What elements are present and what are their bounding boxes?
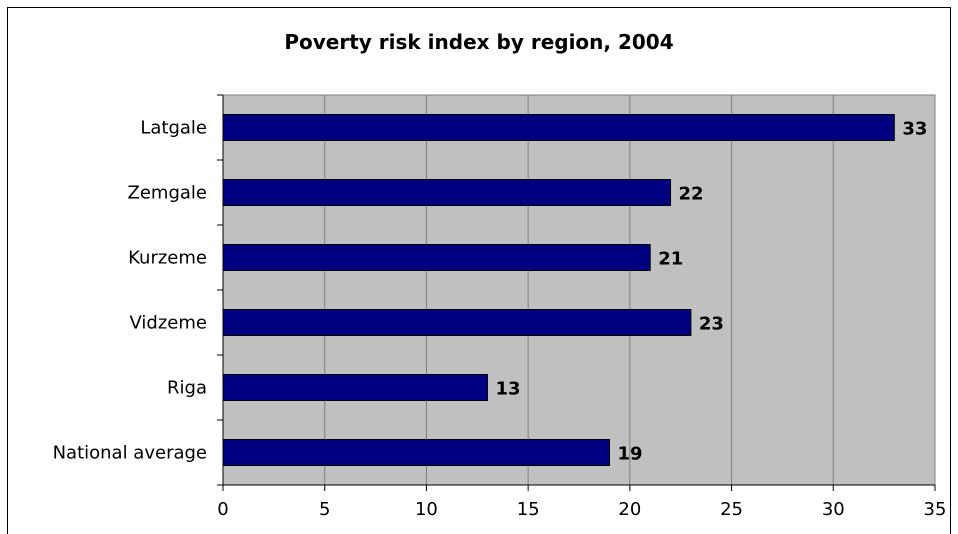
data-label: 22: [679, 184, 704, 205]
x-tick-label: 20: [618, 499, 641, 520]
bar: [222, 114, 895, 141]
data-label: 23: [699, 314, 724, 335]
data-label: 21: [658, 249, 683, 270]
x-tick-label: 5: [319, 499, 330, 520]
x-tick-label: 25: [720, 499, 743, 520]
chart-title: Poverty risk index by region, 2004: [284, 30, 674, 54]
category-label: Kurzeme: [128, 248, 207, 269]
x-tick-label: 30: [822, 499, 845, 520]
data-label: 33: [902, 119, 927, 140]
bar: [222, 309, 692, 336]
bar: [222, 374, 488, 401]
x-tick-label: 0: [217, 499, 228, 520]
bar: [222, 179, 672, 206]
x-tick-label: 35: [924, 499, 947, 520]
category-label: Vidzeme: [130, 313, 207, 334]
data-label: 13: [495, 379, 520, 400]
data-label: 19: [618, 444, 643, 465]
x-tick-label: 15: [517, 499, 540, 520]
x-tick-label: 10: [415, 499, 438, 520]
category-label: Riga: [167, 378, 207, 399]
plot-area: [223, 95, 935, 485]
bar: [222, 244, 651, 271]
category-label: Latgale: [140, 118, 207, 139]
category-label: Zemgale: [128, 183, 207, 204]
bar: [222, 439, 611, 466]
category-label: National average: [53, 443, 207, 464]
